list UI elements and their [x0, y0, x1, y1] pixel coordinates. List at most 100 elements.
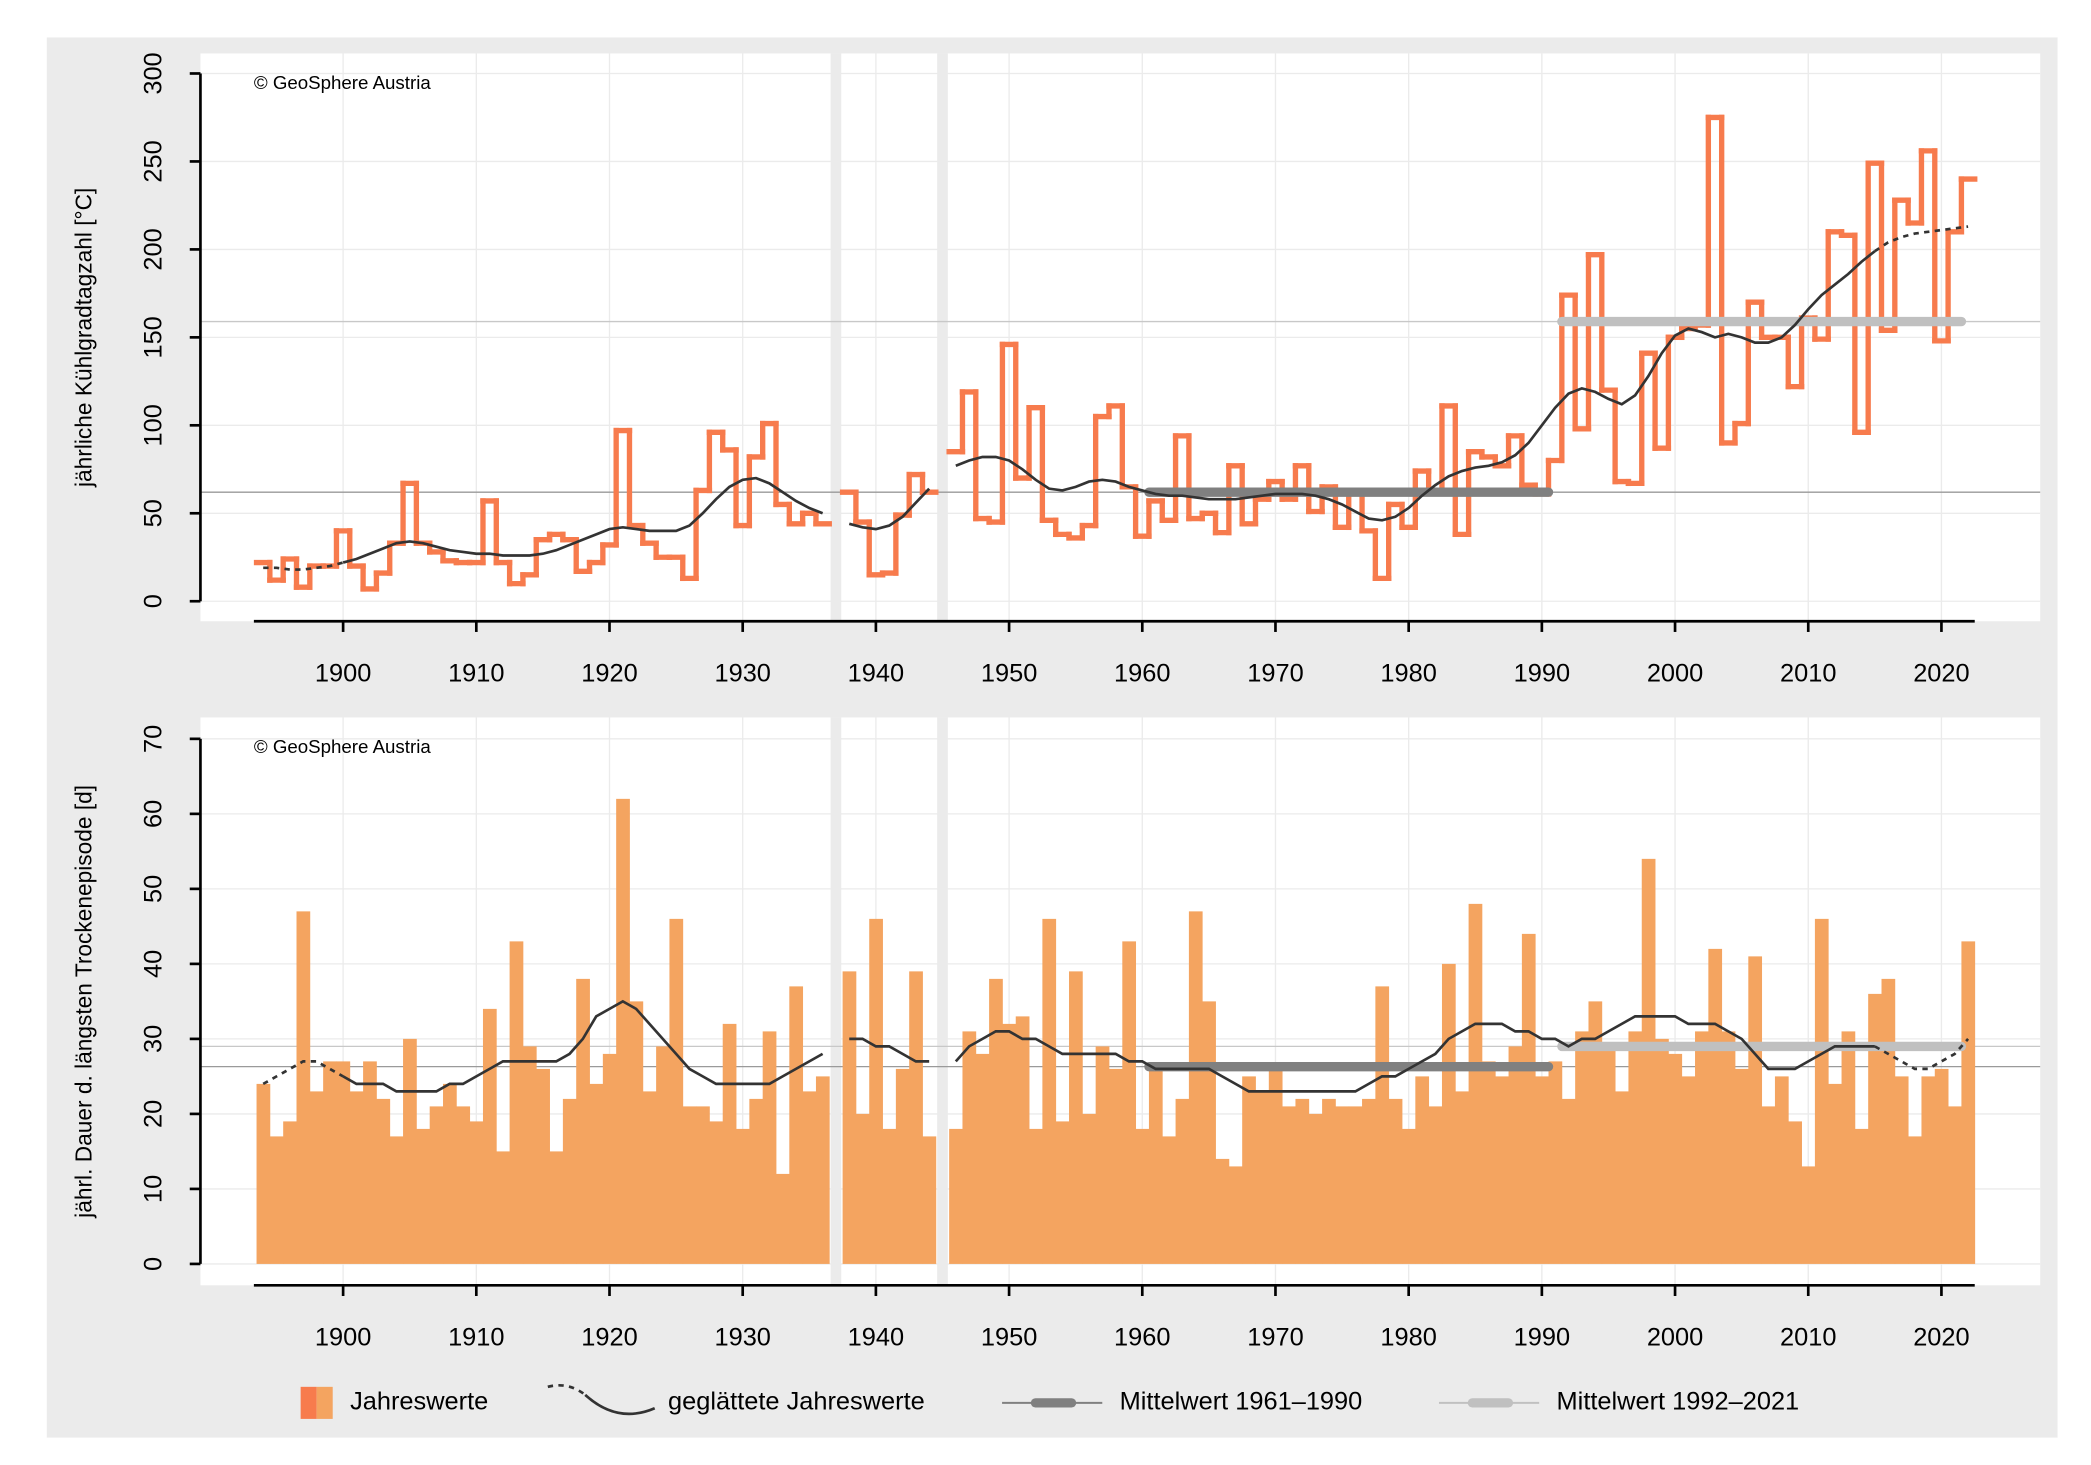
bar: [1894, 1076, 1909, 1264]
bar: [1322, 1098, 1336, 1264]
bar: [309, 1091, 324, 1264]
legend-label: Mittelwert 1961–1990: [1120, 1388, 1363, 1416]
y-tick-label: 70: [140, 725, 168, 753]
y-tick-label: 30: [140, 1025, 168, 1053]
bar: [922, 1136, 937, 1264]
missing-year-band: [937, 717, 948, 1286]
smoothed-line: [342, 476, 824, 564]
bar: [762, 1031, 777, 1264]
bar: [1641, 858, 1656, 1264]
bar: [1481, 1061, 1496, 1264]
bar: [1069, 971, 1083, 1264]
bar: [1695, 1031, 1709, 1264]
bar: [1188, 911, 1203, 1264]
bar: [1135, 1128, 1150, 1264]
y-tick-label: 50: [140, 499, 168, 527]
bar: [1388, 1098, 1403, 1264]
bar: [656, 1046, 670, 1264]
bar: [1002, 1023, 1017, 1264]
legend-label: Jahreswerte: [350, 1388, 488, 1416]
bar: [709, 1121, 724, 1264]
bar: [349, 1091, 364, 1264]
bar: [1854, 1128, 1869, 1264]
bar: [1242, 1076, 1256, 1264]
bar: [909, 971, 923, 1264]
bar: [363, 1061, 377, 1264]
bar: [429, 1106, 444, 1264]
bar: [616, 798, 630, 1264]
x-tick-label: 2010: [1780, 1323, 1836, 1351]
bar: [1934, 1068, 1949, 1264]
bar: [895, 1068, 910, 1264]
smoothed-line: [342, 999, 824, 1093]
x-tick-label: 1970: [1247, 659, 1303, 687]
bar: [882, 1128, 897, 1264]
bar: [602, 1053, 617, 1264]
annotation: © GeoSphere Austria: [254, 736, 431, 757]
x-tick-label: 1900: [315, 1323, 371, 1351]
bar: [962, 1031, 977, 1264]
bar: [1162, 1136, 1176, 1264]
bar: [1921, 1076, 1936, 1264]
annotation: © GeoSphere Austria: [254, 72, 431, 93]
bar: [696, 1106, 710, 1264]
bar: [722, 1023, 737, 1264]
x-tick-label: 1930: [714, 659, 770, 687]
bar: [389, 1136, 404, 1264]
bar: [869, 918, 883, 1264]
bar: [269, 1136, 284, 1264]
bar: [336, 1061, 351, 1264]
bar: [509, 941, 524, 1264]
x-tick-label: 1920: [581, 1323, 637, 1351]
bar: [496, 1151, 511, 1264]
bar: [376, 1098, 391, 1264]
bar: [842, 971, 857, 1264]
bar: [1295, 1098, 1310, 1264]
y-tick-label: 50: [140, 875, 168, 903]
x-tick-label: 1930: [714, 1323, 770, 1351]
bar: [323, 1061, 337, 1264]
bar: [1029, 1128, 1043, 1264]
x-tick-label: 1910: [448, 659, 504, 687]
bar: [522, 1046, 537, 1264]
bar: [989, 978, 1003, 1264]
bar: [1788, 1121, 1802, 1264]
bar: [736, 1128, 750, 1264]
bar: [1721, 1031, 1736, 1264]
bar: [1362, 1098, 1376, 1264]
bar: [1681, 1076, 1696, 1264]
bar: [1042, 918, 1057, 1264]
x-tick-label: 1990: [1514, 1323, 1570, 1351]
bar: [416, 1128, 431, 1264]
bar: [815, 1076, 830, 1264]
y-tick-label: 20: [140, 1100, 168, 1128]
y-tick-label: 60: [140, 800, 168, 828]
bar: [456, 1106, 471, 1264]
bar: [1348, 1106, 1363, 1264]
bar: [1455, 1091, 1470, 1264]
y-tick-label: 250: [140, 140, 168, 182]
x-tick-label: 1980: [1380, 1323, 1436, 1351]
legend-label: geglättete Jahreswerte: [668, 1388, 925, 1416]
missing-year-band: [830, 717, 842, 1286]
bar: [1095, 1046, 1110, 1264]
bar: [1282, 1106, 1296, 1264]
bar: [1108, 1068, 1123, 1264]
x-tick-label: 2000: [1647, 1323, 1703, 1351]
bar: [576, 978, 590, 1264]
bar: [1761, 1106, 1776, 1264]
bar: [749, 1098, 764, 1264]
bar: [536, 1068, 550, 1264]
bar: [1708, 948, 1723, 1264]
legend-swatch: [300, 1386, 317, 1419]
y-axis-title: jährliche Kühlgradtagzahl [°C]: [71, 188, 97, 488]
bar: [1548, 1061, 1563, 1264]
x-tick-label: 1940: [848, 1323, 904, 1351]
x-tick-label: 1980: [1380, 659, 1436, 687]
missing-year-band: [830, 53, 842, 622]
bar: [1055, 1121, 1070, 1264]
bar: [975, 1053, 990, 1264]
y-tick-label: 100: [140, 404, 168, 446]
bar: [1908, 1136, 1922, 1264]
x-tick-label: 1960: [1114, 659, 1170, 687]
